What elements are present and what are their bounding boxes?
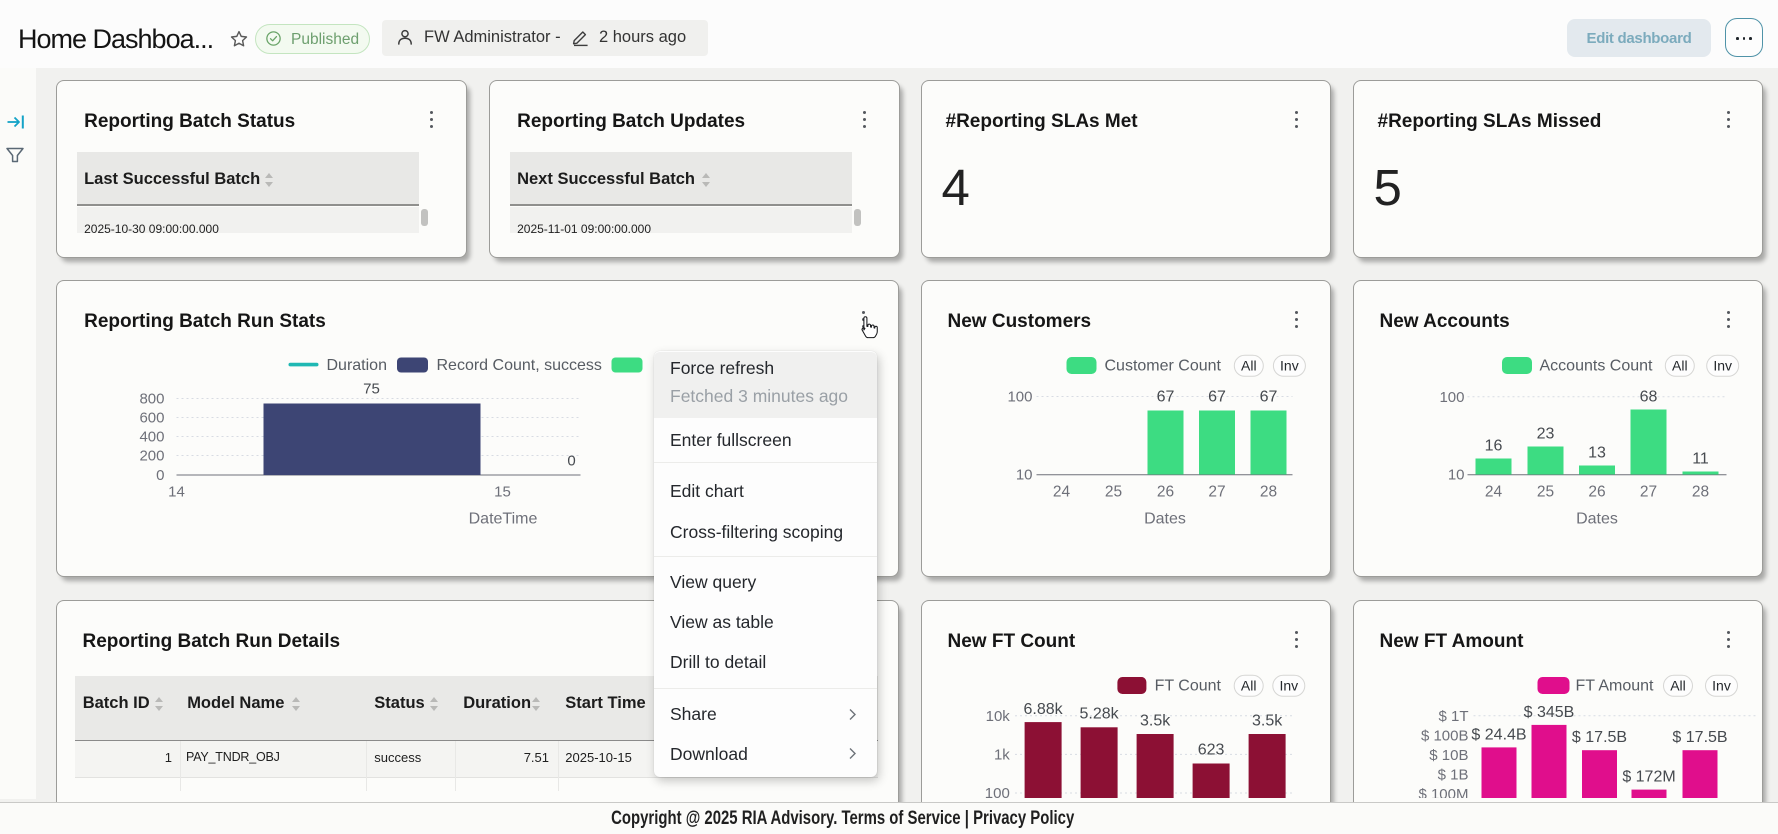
svg-text:800: 800 bbox=[139, 390, 164, 407]
svg-text:Customer Count: Customer Count bbox=[1104, 357, 1221, 374]
svg-text:Dates: Dates bbox=[1576, 510, 1618, 527]
svg-text:25: 25 bbox=[1104, 483, 1121, 500]
svg-text:26: 26 bbox=[1156, 483, 1173, 500]
svg-text:$ 345B: $ 345B bbox=[1523, 704, 1574, 721]
svg-text:67: 67 bbox=[1259, 388, 1277, 405]
svg-text:$ 1B: $ 1B bbox=[1437, 767, 1468, 784]
svg-text:27: 27 bbox=[1639, 483, 1656, 500]
svg-text:Duration: Duration bbox=[326, 357, 386, 374]
svg-text:0: 0 bbox=[156, 466, 164, 483]
svg-text:28: 28 bbox=[1259, 483, 1276, 500]
svg-text:Inv: Inv bbox=[1280, 357, 1299, 373]
svg-text:Inv: Inv bbox=[1279, 677, 1298, 693]
svg-text:100: 100 bbox=[1007, 388, 1032, 405]
svg-text:Dates: Dates bbox=[1144, 510, 1186, 527]
svg-text:100: 100 bbox=[1439, 388, 1464, 405]
svg-text:600: 600 bbox=[139, 409, 164, 426]
svg-text:27: 27 bbox=[1208, 483, 1225, 500]
svg-text:3.5k: 3.5k bbox=[1251, 713, 1282, 730]
svg-text:68: 68 bbox=[1639, 388, 1657, 405]
svg-text:FT Count: FT Count bbox=[1154, 678, 1221, 695]
svg-text:24: 24 bbox=[1484, 483, 1502, 500]
svg-text:Accounts Count: Accounts Count bbox=[1539, 357, 1653, 374]
svg-text:200: 200 bbox=[139, 447, 164, 464]
svg-text:1k: 1k bbox=[993, 746, 1009, 763]
svg-text:All: All bbox=[1672, 357, 1688, 373]
svg-text:28: 28 bbox=[1691, 483, 1708, 500]
svg-text:$ 17.5B: $ 17.5B bbox=[1571, 729, 1626, 746]
svg-text:All: All bbox=[1670, 677, 1686, 693]
svg-text:Inv: Inv bbox=[1712, 677, 1731, 693]
svg-text:400: 400 bbox=[139, 428, 164, 445]
svg-text:67: 67 bbox=[1208, 388, 1226, 405]
svg-text:25: 25 bbox=[1536, 483, 1553, 500]
svg-text:23: 23 bbox=[1536, 425, 1554, 442]
svg-text:13: 13 bbox=[1588, 444, 1606, 461]
svg-text:DateTime: DateTime bbox=[468, 510, 537, 527]
svg-text:$ 1T: $ 1T bbox=[1438, 708, 1468, 725]
svg-text:10k: 10k bbox=[985, 708, 1010, 725]
svg-text:6.88k: 6.88k bbox=[1023, 701, 1063, 718]
svg-text:14: 14 bbox=[168, 483, 185, 500]
svg-text:10: 10 bbox=[1015, 466, 1032, 483]
svg-text:Inv: Inv bbox=[1713, 357, 1732, 373]
svg-text:FT Amount: FT Amount bbox=[1575, 678, 1654, 695]
svg-text:11: 11 bbox=[1692, 450, 1709, 467]
svg-text:67: 67 bbox=[1156, 388, 1174, 405]
svg-text:$ 10B: $ 10B bbox=[1429, 747, 1468, 764]
svg-text:$ 24.4B: $ 24.4B bbox=[1471, 726, 1526, 743]
svg-text:0: 0 bbox=[567, 452, 575, 469]
svg-text:All: All bbox=[1241, 357, 1257, 373]
svg-text:3.5k: 3.5k bbox=[1139, 713, 1170, 730]
svg-text:10: 10 bbox=[1447, 466, 1464, 483]
svg-text:100: 100 bbox=[984, 785, 1009, 798]
svg-text:5.28k: 5.28k bbox=[1079, 706, 1119, 723]
svg-text:All: All bbox=[1240, 677, 1256, 693]
svg-text:Record Count, success: Record Count, success bbox=[436, 357, 601, 374]
svg-text:$ 17.5B: $ 17.5B bbox=[1672, 729, 1727, 746]
svg-text:15: 15 bbox=[494, 483, 511, 500]
svg-text:$ 100B: $ 100B bbox=[1420, 727, 1468, 744]
svg-text:$ 100M: $ 100M bbox=[1418, 786, 1468, 798]
svg-text:$ 172M: $ 172M bbox=[1622, 769, 1675, 786]
svg-text:24: 24 bbox=[1052, 483, 1070, 500]
svg-text:16: 16 bbox=[1484, 437, 1502, 454]
svg-text:623: 623 bbox=[1197, 742, 1224, 759]
svg-text:75: 75 bbox=[363, 380, 380, 397]
svg-text:26: 26 bbox=[1588, 483, 1605, 500]
